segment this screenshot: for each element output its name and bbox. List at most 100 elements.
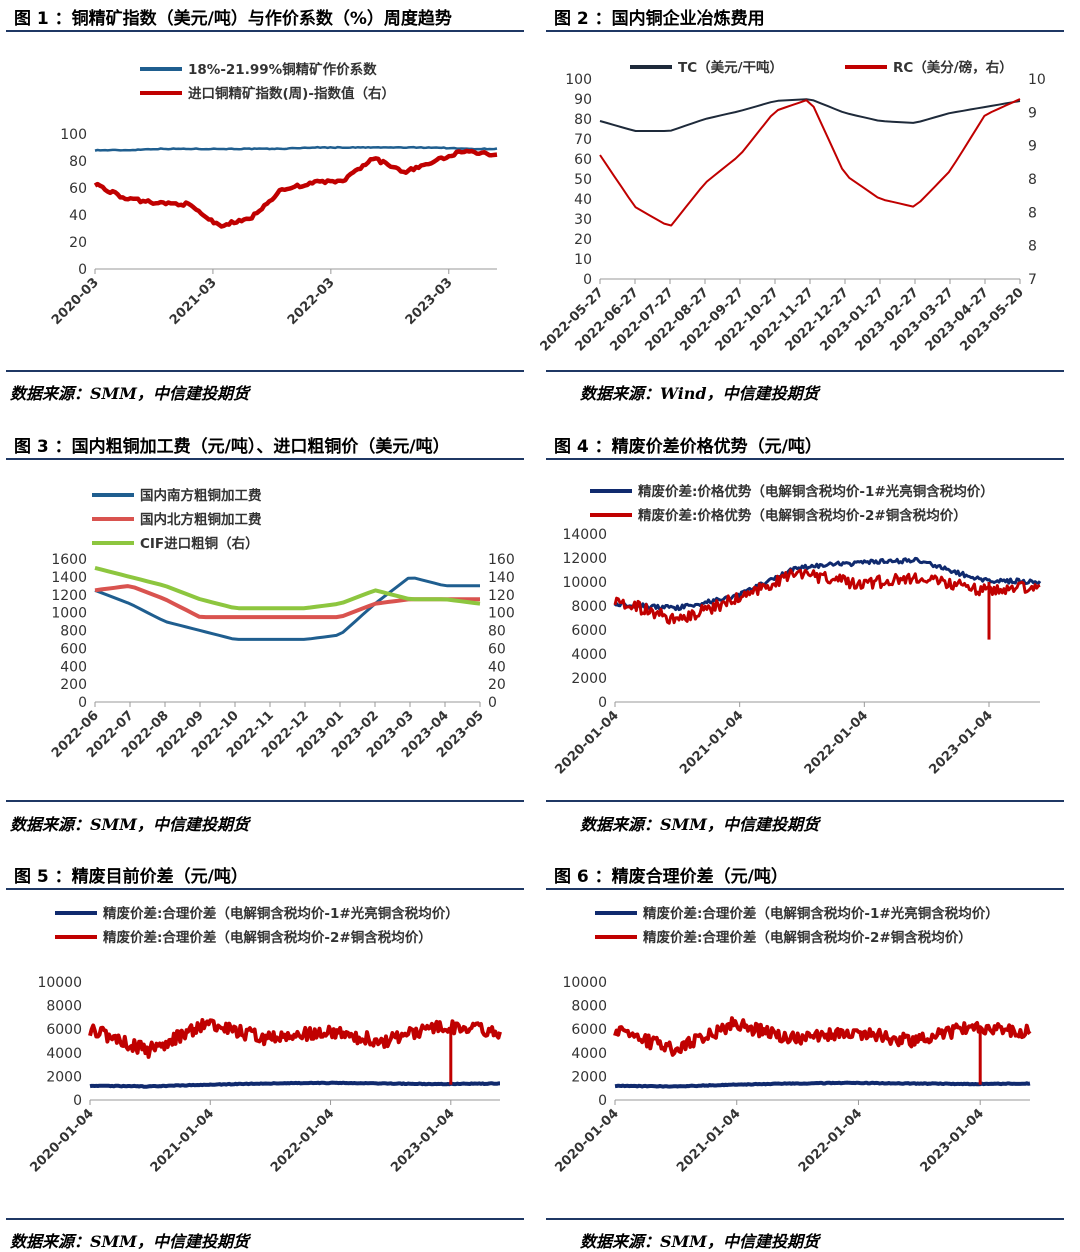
x-tick-label: 2022-01-04 [796,1106,865,1175]
y2-tick-label: 100 [488,606,515,622]
legend-label: 精废价差:合理价差（电解铜含税均价-2#铜含税均价） [103,929,432,946]
series-line [599,98,1021,227]
y2-tick-label: 120 [488,588,515,604]
x-tick-label: 2021-01-04 [677,708,746,777]
y-tick-label: 600 [60,641,87,657]
title-rule [6,458,524,460]
y-tick-label: 0 [598,695,607,711]
y2-tick-label: 9 [1028,139,1037,155]
y-tick-label: 50 [574,172,592,188]
title-rule [546,30,1064,32]
x-tick-label: 2022-03 [285,275,338,328]
title-rule [6,30,524,32]
bottom-rule [546,800,1064,802]
y2-tick-label: 160 [488,552,515,568]
x-tick-label: 2023-01-04 [388,1106,457,1175]
y-tick-label: 0 [78,695,87,711]
title-rule [546,458,1064,460]
x-tick-label: 2023-03 [403,275,456,328]
y2-tick-label: 9 [1028,105,1037,121]
y2-tick-label: 10 [1028,72,1046,88]
y-tick-label: 10 [574,252,592,268]
series-line [94,584,480,620]
y-tick-label: 6000 [571,623,607,639]
y-tick-label: 0 [583,272,592,288]
bottom-rule [546,370,1064,372]
bottom-rule [6,800,524,802]
source-note: 数据来源：Wind，中信建投期货 [580,384,819,403]
y-tick-label: 200 [60,677,87,693]
series-line [94,145,498,152]
y-tick-label: 0 [73,1093,82,1109]
y-tick-label: 4000 [571,647,607,663]
legend-label: CIF进口粗铜（右） [140,535,259,552]
bottom-rule [6,1218,524,1220]
y-tick-label: 90 [574,92,592,108]
x-tick-label: 2020-03 [49,275,102,328]
legend-label: 精废价差:合理价差（电解铜含税均价-1#光亮铜含税均价） [643,905,999,922]
x-tick-label: 2022-01-04 [268,1106,337,1175]
panel-fig3: 图 3 ：国内粗铜加工费（元/吨）、进口粗铜价（美元/吨） 0 200 400 600… [0,430,530,834]
x-tick-label: 2020-01-04 [27,1106,96,1175]
bottom-rule [546,1218,1064,1220]
y2-tick-label: 0 [488,695,497,711]
y-tick-label: 4000 [571,1046,607,1062]
chart-fig5: 0 2000 4000 6000 8000 10000 2020-01-04 2021-01-… [27,905,502,1176]
x-tick-label: 2020-01-04 [552,708,621,777]
y-tick-label: 70 [574,132,592,148]
figure-title: 图 1 ：铜精矿指数（美元/吨）与作价系数（%）周度趋势 [14,9,452,29]
series-line [89,1080,501,1089]
y-tick-label: 80 [574,112,592,128]
y-tick-label: 6000 [571,1022,607,1038]
y2-tick-label: 8 [1028,205,1037,221]
legend-label: TC（美元/干吨） [678,59,783,76]
y-tick-label: 40 [69,208,87,224]
legend-label: 国内南方粗铜加工费 [140,487,262,504]
series-line [599,98,1021,132]
y-tick-label: 10000 [562,975,607,991]
legend-label: 精废价差:价格优势（电解铜含税均价-2#铜含税均价） [638,507,967,524]
y-tick-label: 60 [574,152,592,168]
figure-title: 图 5 ：精废目前价差（元/吨） [14,867,248,887]
x-tick-label: 2023-01-04 [926,708,995,777]
x-tick-label: 2021-01-04 [148,1106,217,1175]
y-tick-label: 30 [574,212,592,228]
x-tick-label: 2022-01-04 [802,708,871,777]
y-tick-label: 2000 [571,1069,607,1085]
series-line [613,556,1042,612]
y-tick-label: 14000 [562,527,607,543]
y-tick-label: 2000 [571,671,607,687]
title-rule [546,888,1064,890]
series-line [93,148,498,229]
figure-title: 图 2 ：国内铜企业冶炼费用 [554,9,765,29]
y2-tick-label: 40 [488,659,506,675]
series-line [94,565,481,611]
y-tick-label: 8000 [571,999,607,1015]
y-tick-label: 80 [69,154,87,170]
y-tick-label: 800 [60,624,87,640]
source-note: 数据来源：SMM，中信建投期货 [10,815,249,834]
x-tick-label: 2023-05-20 [957,285,1026,354]
legend-label: RC（美分/磅，右） [893,59,1013,76]
source-note: 数据来源：SMM，中信建投期货 [580,815,819,834]
y2-tick-label: 20 [488,677,506,693]
source-note: 数据来源：SMM，中信建投期货 [10,1232,249,1251]
series-line [88,1018,502,1059]
y2-tick-label: 8 [1028,239,1037,255]
y-tick-label: 1000 [51,606,87,622]
panel-fig4: 图 4 ：精废价差价格优势（元/吨） 0 2000 4000 6000 8000 1000… [540,430,1070,834]
y2-tick-label: 7 [1028,272,1037,288]
legend-label: 进口铜精矿指数(周)-指数值（右） [188,85,395,102]
y-tick-label: 0 [598,1093,607,1109]
y-tick-label: 400 [60,659,87,675]
y-tick-label: 8000 [571,599,607,615]
x-tick-label: 2020-01-04 [552,1106,621,1175]
y-tick-label: 100 [60,127,87,143]
legend-label: 精废价差:价格优势（电解铜含税均价-1#光亮铜含税均价） [638,483,994,500]
series-line [613,568,1041,625]
series-line [94,576,480,641]
series-line [614,1080,1031,1089]
y-tick-label: 1600 [51,552,87,568]
y2-tick-label: 140 [488,570,515,586]
y-tick-label: 100 [565,72,592,88]
